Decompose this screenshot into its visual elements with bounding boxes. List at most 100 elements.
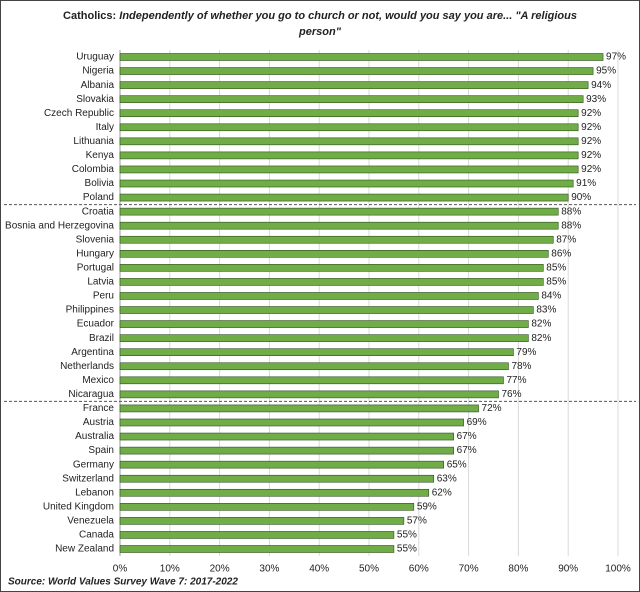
- y-tick-label: Czech Republic: [44, 108, 114, 119]
- data-label: 69%: [467, 417, 487, 428]
- data-label: 88%: [561, 206, 581, 217]
- data-label: 76%: [501, 389, 521, 400]
- y-tick-label: Slovakia: [76, 94, 114, 105]
- data-label: 72%: [482, 403, 502, 414]
- chart-title: Independently of whether you go to churc…: [119, 10, 577, 22]
- y-tick-label: Hungary: [76, 248, 114, 259]
- y-tick-label: Brazil: [89, 333, 114, 344]
- y-tick-label: Nicaragua: [68, 389, 114, 400]
- data-label: 90%: [571, 192, 591, 203]
- y-tick-label: Argentina: [71, 347, 114, 358]
- bar: [119, 207, 559, 216]
- bar: [119, 109, 579, 118]
- y-tick-label: Portugal: [77, 262, 114, 273]
- data-label: 57%: [407, 516, 427, 527]
- data-label: 93%: [586, 94, 606, 105]
- bar: [119, 446, 454, 455]
- chart-title-line1: Catholics: Independently of whether you …: [63, 10, 577, 22]
- x-tick-label: 90%: [558, 564, 578, 575]
- data-label: 55%: [397, 530, 417, 541]
- y-tick-label: Italy: [96, 122, 114, 133]
- bar: [119, 250, 549, 258]
- bar: [119, 235, 554, 244]
- data-label: 79%: [516, 347, 536, 358]
- y-tick-label: Peru: [93, 291, 114, 302]
- data-label: 83%: [536, 305, 556, 316]
- source: Source: World Values Survey Wave 7: 2017…: [8, 577, 238, 588]
- y-tick-label: Spain: [88, 445, 114, 456]
- bar: [119, 67, 594, 75]
- bar: [119, 432, 454, 441]
- data-label: 88%: [561, 220, 581, 231]
- y-tick-label: Lebanon: [75, 487, 114, 498]
- y-tick-label: Bolivia: [85, 178, 115, 189]
- y-tick-label: Albania: [81, 80, 115, 91]
- data-label: 63%: [437, 473, 457, 484]
- bar: [119, 179, 574, 188]
- y-tick-label: Germany: [73, 459, 114, 470]
- bar: [119, 362, 509, 371]
- data-label: 94%: [591, 80, 611, 91]
- data-label: 55%: [397, 544, 417, 555]
- x-tick-label: 60%: [409, 564, 429, 575]
- data-label: 82%: [531, 333, 551, 344]
- bar: [119, 81, 589, 89]
- data-label: 77%: [506, 375, 526, 386]
- y-tick-label: Mexico: [82, 375, 114, 386]
- data-label: 62%: [432, 487, 452, 498]
- chart-title-cont: person": [298, 26, 342, 38]
- data-label: 85%: [546, 262, 566, 273]
- bar: [119, 418, 464, 427]
- bar: [119, 404, 479, 413]
- bar: [119, 474, 435, 483]
- x-tick-label: 0%: [113, 564, 128, 575]
- bar: [119, 151, 579, 160]
- data-label: 92%: [581, 122, 601, 133]
- data-label: 85%: [546, 277, 566, 288]
- bar: [119, 348, 514, 357]
- data-label: 59%: [417, 501, 437, 512]
- y-tick-label: Latvia: [87, 277, 114, 288]
- bar: [119, 390, 499, 399]
- bar: [119, 278, 544, 286]
- bar: [119, 137, 579, 146]
- bar: [119, 531, 395, 539]
- data-label: 97%: [606, 52, 626, 63]
- bar: [119, 460, 445, 469]
- y-tick-label: Bosnia and Herzegovina: [5, 220, 114, 231]
- y-tick-label: New Zealand: [55, 544, 114, 555]
- data-label: 92%: [581, 108, 601, 119]
- bar: [119, 165, 579, 174]
- bar: [119, 123, 579, 132]
- bar: [119, 193, 569, 202]
- y-tick-label: United Kingdom: [43, 501, 114, 512]
- bar: [119, 503, 415, 511]
- bar: [119, 221, 559, 230]
- data-label: 84%: [541, 291, 561, 302]
- bar: [119, 292, 539, 300]
- data-label: 67%: [457, 445, 477, 456]
- y-tick-label: Netherlands: [60, 361, 114, 372]
- data-label: 65%: [447, 459, 467, 470]
- bar: [119, 488, 430, 497]
- bar: [119, 306, 534, 314]
- bar: [119, 264, 544, 272]
- y-tick-label: Switzerland: [62, 473, 114, 484]
- bar: [119, 95, 584, 103]
- y-tick-label: Uruguay: [76, 52, 114, 63]
- bar: [119, 320, 529, 328]
- y-tick-label: Kenya: [86, 150, 115, 161]
- x-tick-label: 20%: [210, 564, 230, 575]
- x-tick-label: 30%: [259, 564, 279, 575]
- y-tick-label: Colombia: [72, 164, 115, 175]
- bar: [119, 376, 504, 385]
- y-tick-label: Poland: [83, 192, 114, 203]
- y-tick-label: Philippines: [66, 305, 114, 316]
- y-tick-label: Venezuela: [67, 516, 114, 527]
- y-tick-label: Lithuania: [73, 136, 114, 147]
- data-label: 87%: [556, 234, 576, 245]
- data-label: 92%: [581, 150, 601, 161]
- data-label: 92%: [581, 164, 601, 175]
- data-label: 82%: [531, 319, 551, 330]
